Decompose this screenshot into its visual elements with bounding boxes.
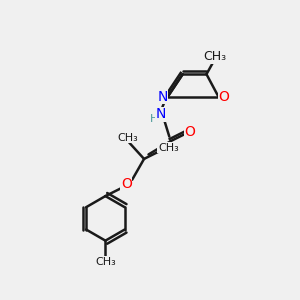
Text: CH₃: CH₃ bbox=[203, 50, 226, 63]
Text: N: N bbox=[157, 89, 168, 103]
Text: O: O bbox=[185, 125, 196, 139]
Text: CH₃: CH₃ bbox=[95, 257, 116, 267]
Text: CH₃: CH₃ bbox=[158, 142, 179, 153]
Text: CH₃: CH₃ bbox=[117, 133, 138, 142]
Text: O: O bbox=[121, 177, 132, 191]
Text: O: O bbox=[218, 89, 229, 103]
Text: N: N bbox=[156, 107, 166, 121]
Text: H: H bbox=[150, 114, 159, 124]
